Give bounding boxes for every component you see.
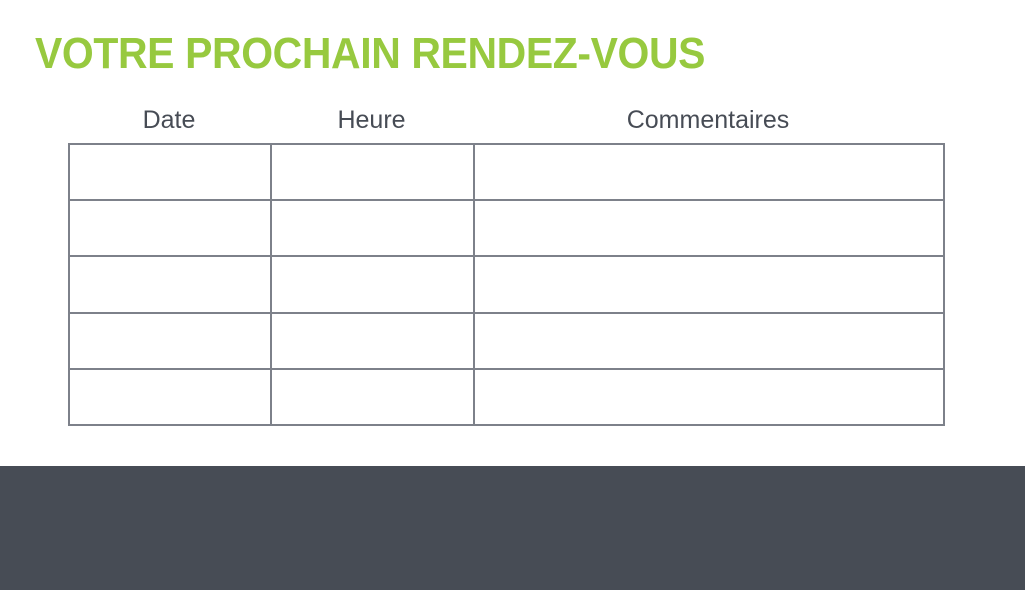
cell-heure[interactable] [270, 199, 475, 258]
cell-date[interactable] [68, 142, 272, 202]
table-row [68, 142, 945, 202]
cell-date[interactable] [68, 367, 272, 427]
cell-commentaires[interactable] [473, 311, 945, 370]
table-row [68, 367, 945, 427]
cell-heure[interactable] [270, 367, 475, 427]
appointment-table [68, 142, 945, 427]
appointment-table-body [68, 142, 945, 427]
page-title: VOTRE PROCHAIN RENDEZ-VOUS [35, 29, 706, 78]
column-header-commentaires: Commentaires [626, 106, 790, 134]
cell-commentaires[interactable] [473, 255, 945, 314]
table-row [68, 311, 945, 370]
cell-date[interactable] [68, 199, 272, 258]
table-row [68, 199, 945, 258]
table-row [68, 255, 945, 314]
cell-heure[interactable] [270, 142, 475, 202]
cell-date[interactable] [68, 255, 272, 314]
column-header-date: Date [142, 106, 196, 134]
cell-heure[interactable] [270, 311, 475, 370]
footer-band [0, 466, 1025, 590]
column-header-heure: Heure [337, 106, 406, 134]
cell-commentaires[interactable] [473, 142, 945, 202]
cell-heure[interactable] [270, 255, 475, 314]
cell-commentaires[interactable] [473, 367, 945, 427]
cell-commentaires[interactable] [473, 199, 945, 258]
table-column-headers: Date Heure Commentaires [68, 100, 943, 140]
cell-date[interactable] [68, 311, 272, 370]
